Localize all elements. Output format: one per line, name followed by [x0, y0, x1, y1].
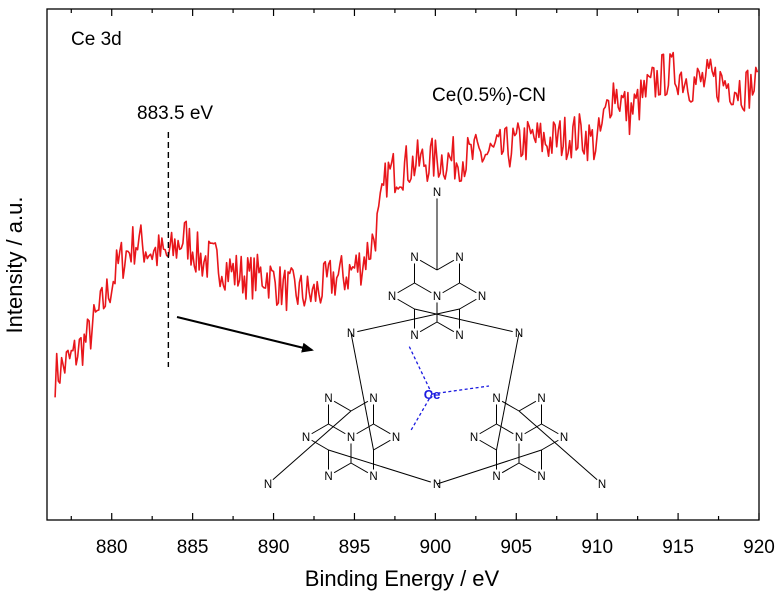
- atom-background: [389, 430, 403, 444]
- nitrogen-atom: N: [478, 291, 486, 303]
- x-tick-label: 910: [581, 537, 613, 558]
- atom-background: [385, 289, 399, 303]
- atom-background: [452, 328, 466, 342]
- x-tick-label: 880: [96, 537, 128, 558]
- x-tick-label: 920: [743, 537, 775, 558]
- x-tick-label: 915: [662, 537, 694, 558]
- bond-line: [436, 449, 542, 485]
- panel-label: Ce 3d: [71, 29, 122, 50]
- peak-label: 883.5 eV: [137, 103, 213, 124]
- atom-background: [322, 469, 336, 483]
- amine-nitrogen: N: [433, 479, 441, 491]
- atom-background: [475, 289, 489, 303]
- nitrogen-atom: N: [369, 393, 377, 405]
- nitrogen-atom: N: [537, 393, 545, 405]
- atom-background: [366, 391, 380, 405]
- amine-nitrogen: N: [264, 479, 272, 491]
- bond-line: [414, 308, 520, 334]
- nitrogen-atom: N: [537, 471, 545, 483]
- nitrogen-atom: N: [470, 432, 478, 444]
- coordination-bond: [408, 345, 433, 395]
- bond-line: [518, 410, 603, 485]
- coordination-bond: [431, 385, 490, 395]
- coordination-bond: [409, 393, 433, 433]
- nitrogen-atom: N: [302, 432, 310, 444]
- atom-background: [408, 328, 422, 342]
- atom-background: [595, 477, 609, 491]
- nitrogen-atom: N: [347, 432, 355, 444]
- amine-nitrogen: N: [598, 479, 606, 491]
- amine-nitrogen: N: [433, 187, 441, 199]
- atom-background: [534, 391, 548, 405]
- atom-background: [366, 469, 380, 483]
- x-axis-title: Binding Energy / eV: [305, 566, 500, 591]
- atom-background: [430, 185, 444, 199]
- x-tick-label: 895: [339, 537, 371, 558]
- atom-background: [512, 430, 526, 444]
- bond-line: [267, 410, 352, 485]
- nitrogen-atom: N: [410, 330, 418, 342]
- pointer-arrow: [176, 316, 314, 353]
- nitrogen-atom: N: [560, 432, 568, 444]
- atom-background: [490, 469, 504, 483]
- nitrogen-atom: N: [392, 432, 400, 444]
- x-tick-label: 905: [500, 537, 532, 558]
- x-axis-ticks: 880 885 890 895 900 905 910 915 920: [70, 9, 775, 558]
- atom-background: [490, 391, 504, 405]
- nitrogen-atom: N: [455, 252, 463, 264]
- series-label: Ce(0.5%)-CN: [432, 85, 546, 106]
- nitrogen-atom: N: [492, 393, 500, 405]
- nitrogen-atom: N: [324, 393, 332, 405]
- atom-background: [261, 477, 275, 491]
- series-line-ce-cn: [54, 51, 759, 398]
- bond-line: [350, 332, 375, 451]
- nitrogen-atom: N: [388, 291, 396, 303]
- y-axis-title: Intensity / a.u.: [2, 197, 27, 334]
- atom-background: [322, 391, 336, 405]
- atom-background: [452, 250, 466, 264]
- bond-line: [495, 332, 520, 451]
- x-tick-label: 900: [420, 537, 452, 558]
- atom-background: [430, 289, 444, 303]
- atom-background: [344, 430, 358, 444]
- nitrogen-atom: N: [455, 330, 463, 342]
- atom-background: [467, 430, 481, 444]
- bond-line: [350, 308, 460, 334]
- nitrogen-atom: N: [410, 252, 418, 264]
- x-tick-label: 890: [258, 537, 290, 558]
- atom-background: [557, 430, 571, 444]
- atom-background: [534, 469, 548, 483]
- atom-background: [408, 250, 422, 264]
- nitrogen-atom: N: [324, 471, 332, 483]
- bond-line: [328, 449, 438, 485]
- nitrogen-atom: N: [515, 432, 523, 444]
- ce-atom-label: Ce: [424, 387, 441, 402]
- atom-background: [299, 430, 313, 444]
- nitrogen-atom: N: [433, 291, 441, 303]
- x-tick-label: 885: [177, 537, 209, 558]
- nitrogen-atom: N: [492, 471, 500, 483]
- plot-frame: [46, 8, 760, 521]
- nitrogen-atom: N: [369, 471, 377, 483]
